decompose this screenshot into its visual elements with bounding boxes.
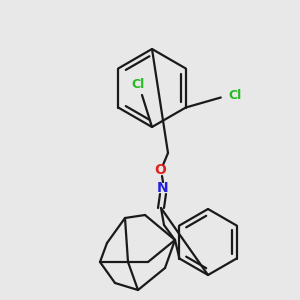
Text: N: N <box>157 181 169 195</box>
Text: O: O <box>154 163 166 177</box>
Text: Cl: Cl <box>131 79 145 92</box>
Text: Cl: Cl <box>228 89 242 102</box>
